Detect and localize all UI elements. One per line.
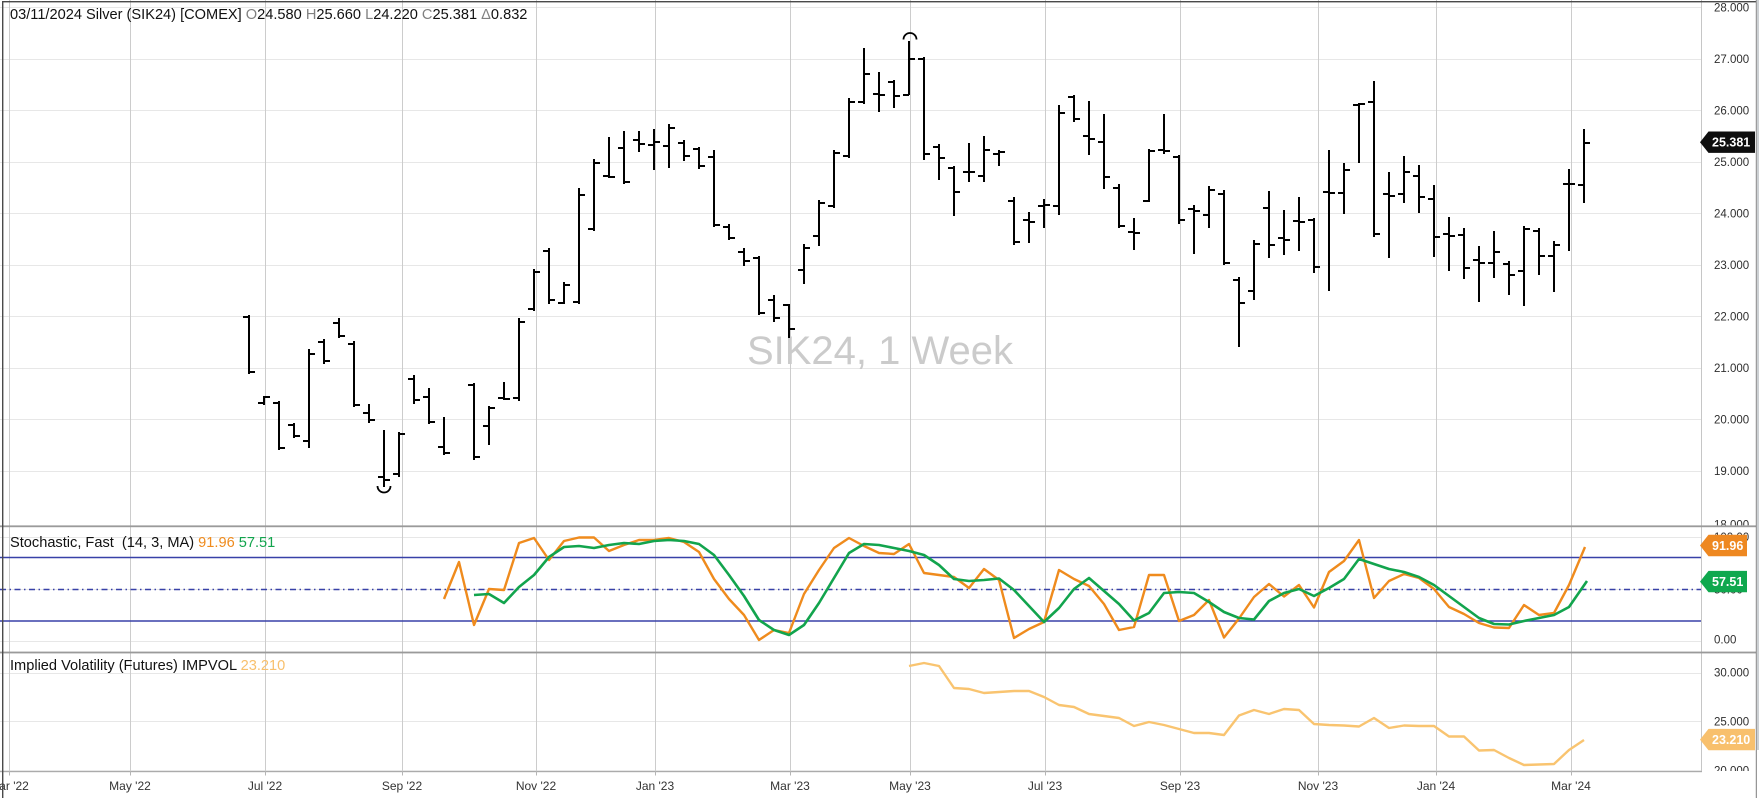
svg-text:25.000: 25.000 (1714, 717, 1749, 729)
svg-text:25.381: 25.381 (1712, 136, 1750, 150)
svg-text:28.000: 28.000 (1714, 3, 1749, 15)
svg-text:Mar '22: Mar '22 (0, 779, 29, 793)
svg-text:Stochastic, Fast (14, 3, MA): Stochastic, Fast (14, 3, MA) 91.96 57.51 (10, 535, 275, 551)
svg-text:Jul '22: Jul '22 (248, 779, 283, 793)
svg-text:Nov '22: Nov '22 (516, 779, 557, 793)
svg-text:Jan '23: Jan '23 (636, 779, 675, 793)
svg-text:27.000: 27.000 (1714, 54, 1749, 66)
svg-text:03/11/2024 Silver (SIK24) [COM: 03/11/2024 Silver (SIK24) [COMEX] O24.58… (10, 7, 527, 23)
svg-text:23.210: 23.210 (1712, 733, 1750, 747)
svg-text:20.000: 20.000 (1714, 415, 1749, 427)
svg-text:21.000: 21.000 (1714, 363, 1749, 375)
svg-text:30.000: 30.000 (1714, 668, 1749, 680)
svg-text:18.000: 18.000 (1714, 520, 1749, 532)
svg-text:Jan '24: Jan '24 (1417, 779, 1456, 793)
svg-text:Jul '23: Jul '23 (1028, 779, 1063, 793)
svg-text:20.000: 20.000 (1714, 766, 1749, 778)
svg-text:22.000: 22.000 (1714, 312, 1749, 324)
svg-text:Mar '23: Mar '23 (770, 779, 810, 793)
svg-text:May '23: May '23 (889, 779, 931, 793)
svg-text:Sep '22: Sep '22 (382, 779, 423, 793)
svg-text:Nov '23: Nov '23 (1298, 779, 1339, 793)
svg-text:May '22: May '22 (109, 779, 151, 793)
svg-text:Mar '24: Mar '24 (1551, 779, 1591, 793)
svg-text:19.000: 19.000 (1714, 466, 1749, 478)
svg-text:91.96: 91.96 (1712, 539, 1743, 553)
svg-text:26.000: 26.000 (1714, 106, 1749, 118)
svg-text:SIK24, 1 Week: SIK24, 1 Week (747, 329, 1014, 373)
svg-text:25.000: 25.000 (1714, 157, 1749, 169)
svg-text:23.000: 23.000 (1714, 260, 1749, 272)
svg-text:Implied Volatility (Futures) I: Implied Volatility (Futures) IMPVOL 23.2… (10, 658, 285, 674)
svg-text:24.000: 24.000 (1714, 209, 1749, 221)
svg-text:0.00: 0.00 (1714, 635, 1736, 647)
svg-text:57.51: 57.51 (1712, 575, 1743, 589)
svg-text:Sep '23: Sep '23 (1160, 779, 1201, 793)
